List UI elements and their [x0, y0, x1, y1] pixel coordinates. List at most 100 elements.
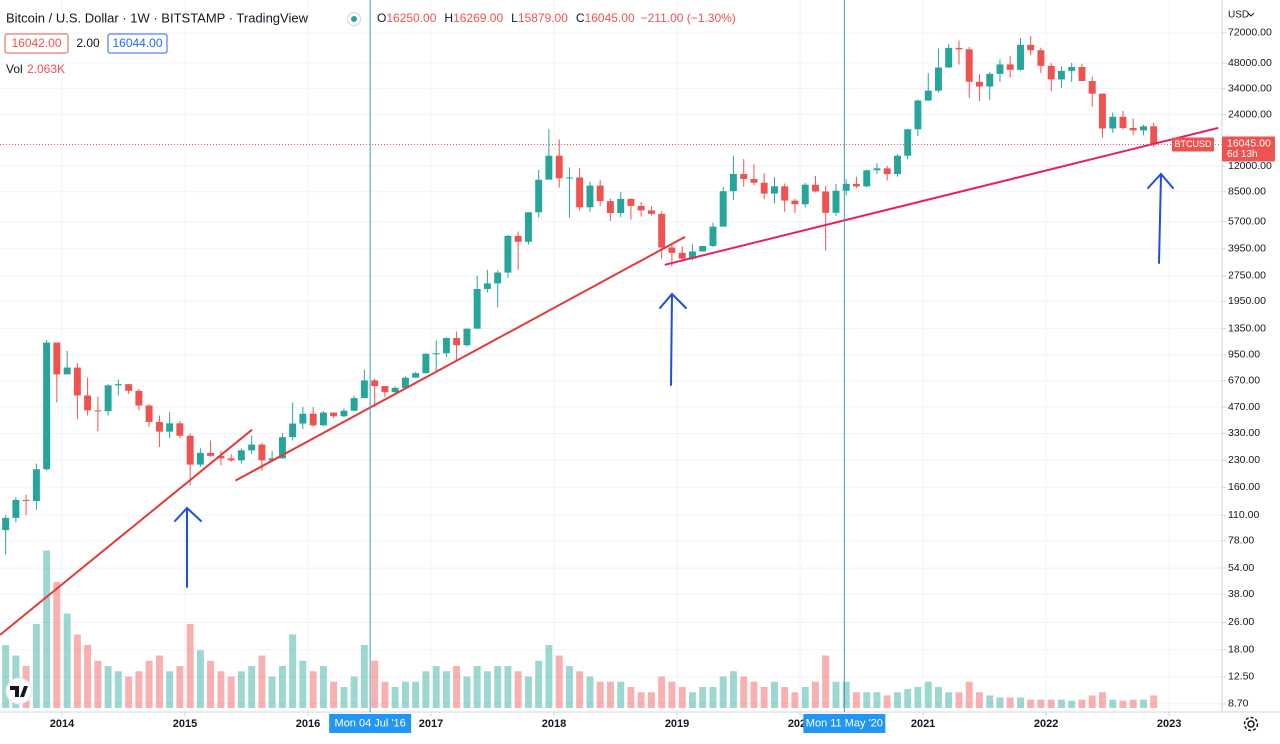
candle-body	[873, 168, 881, 171]
volume-bar	[1047, 699, 1055, 708]
candle-body	[258, 444, 266, 461]
volume-bar	[237, 671, 245, 708]
volume-bar	[84, 645, 92, 708]
volume-bar	[299, 660, 307, 708]
candle-body	[104, 385, 112, 412]
candle-body	[904, 129, 912, 156]
volume-bar	[319, 666, 327, 708]
x-tick-label: 2017	[419, 718, 443, 730]
trend-line[interactable]	[234, 235, 686, 482]
candle-body	[1088, 80, 1096, 94]
candle-body	[391, 387, 399, 393]
candle-body	[319, 412, 327, 426]
volume-bar	[360, 645, 368, 708]
y-tick-label: 18.00	[1228, 644, 1254, 656]
ohlc-value: 16045.00	[585, 11, 635, 25]
volume-bar	[207, 660, 215, 708]
candle-body	[176, 423, 184, 436]
candle-body	[227, 458, 235, 461]
x-tick-label: 2022	[1034, 718, 1058, 730]
candle-body	[740, 173, 748, 179]
volume-bar	[535, 660, 543, 708]
candle-body	[32, 469, 40, 502]
volume-bar	[965, 681, 973, 708]
volume-bar	[822, 655, 830, 708]
ask-box[interactable]	[107, 33, 168, 54]
candle-body	[1006, 64, 1014, 70]
ohlc-value: 15879.00	[518, 11, 568, 25]
volume-title: Vol	[6, 62, 23, 76]
volume-bar	[811, 681, 819, 708]
volume-bar	[155, 655, 163, 708]
candle-body	[155, 421, 163, 432]
candle-body	[1057, 70, 1065, 80]
volume-bar	[596, 681, 604, 708]
arrow	[1147, 172, 1174, 264]
volume-value: 2.063K	[27, 62, 65, 76]
x-tick-label: 2021	[911, 718, 935, 730]
volume-bar	[186, 624, 194, 708]
volume-bar	[73, 634, 81, 708]
y-tick-label: 330.00	[1228, 427, 1260, 439]
volume-bar	[166, 671, 174, 708]
volume-bar	[412, 681, 420, 708]
ohlc-key: H	[444, 11, 453, 25]
candle-body	[647, 210, 655, 214]
volume-bar	[1150, 695, 1158, 708]
volume-bar	[309, 671, 317, 708]
volume-bar	[955, 692, 963, 708]
candle-body	[1140, 126, 1147, 131]
candle-body	[84, 395, 92, 411]
y-tick-label: 3950.00	[1228, 243, 1266, 255]
candle-body	[504, 235, 512, 273]
candle-body	[832, 190, 840, 213]
candle-body	[1098, 93, 1106, 129]
candle-body	[207, 452, 215, 456]
candle-body	[330, 412, 338, 417]
volume-bar	[32, 624, 40, 708]
marker-label-box	[329, 714, 412, 733]
trend-line[interactable]	[0, 428, 253, 636]
status-ring	[347, 12, 361, 26]
y-tick-label: 5700.00	[1228, 215, 1266, 227]
candle-body	[494, 272, 502, 284]
candle-body	[996, 64, 1004, 74]
candle-body	[719, 191, 727, 227]
volume-bar	[432, 666, 440, 708]
tv-logo[interactable]	[5, 677, 33, 705]
volume-bar	[330, 681, 338, 708]
candle-body	[248, 444, 256, 451]
grid	[0, 0, 1222, 712]
candle-body	[545, 155, 553, 180]
candle-body	[986, 73, 994, 87]
candle-body	[1109, 116, 1117, 129]
y-tick-label: 12.50	[1228, 671, 1254, 683]
candle-body	[924, 90, 932, 101]
bid-box[interactable]	[4, 33, 69, 54]
countdown: 6d 13h	[1227, 149, 1258, 160]
chart-title: Bitcoin / U.S. Dollar · 1W · BITSTAMP · …	[6, 10, 309, 25]
candle-body	[617, 198, 625, 214]
volume-bar	[494, 666, 502, 708]
currency[interactable]: USD	[1228, 10, 1249, 21]
volume-bar	[442, 671, 450, 708]
settings-gear[interactable]	[1243, 716, 1259, 732]
y-tick-label: 110.00	[1228, 509, 1259, 521]
trend-line[interactable]	[664, 126, 1219, 266]
volume-bar	[145, 660, 153, 708]
volume-bar	[586, 676, 594, 708]
candle-body	[863, 170, 871, 187]
candle-body	[688, 251, 696, 259]
volume-bar	[1098, 692, 1106, 708]
candle-body	[729, 173, 737, 192]
volume-bar	[248, 666, 256, 708]
volume-bar	[453, 666, 461, 708]
candle-body	[822, 191, 830, 213]
candle-body	[381, 386, 389, 393]
x-tick-label: 2018	[542, 718, 566, 730]
volume-bar	[842, 681, 850, 708]
volume-bar	[258, 655, 266, 708]
